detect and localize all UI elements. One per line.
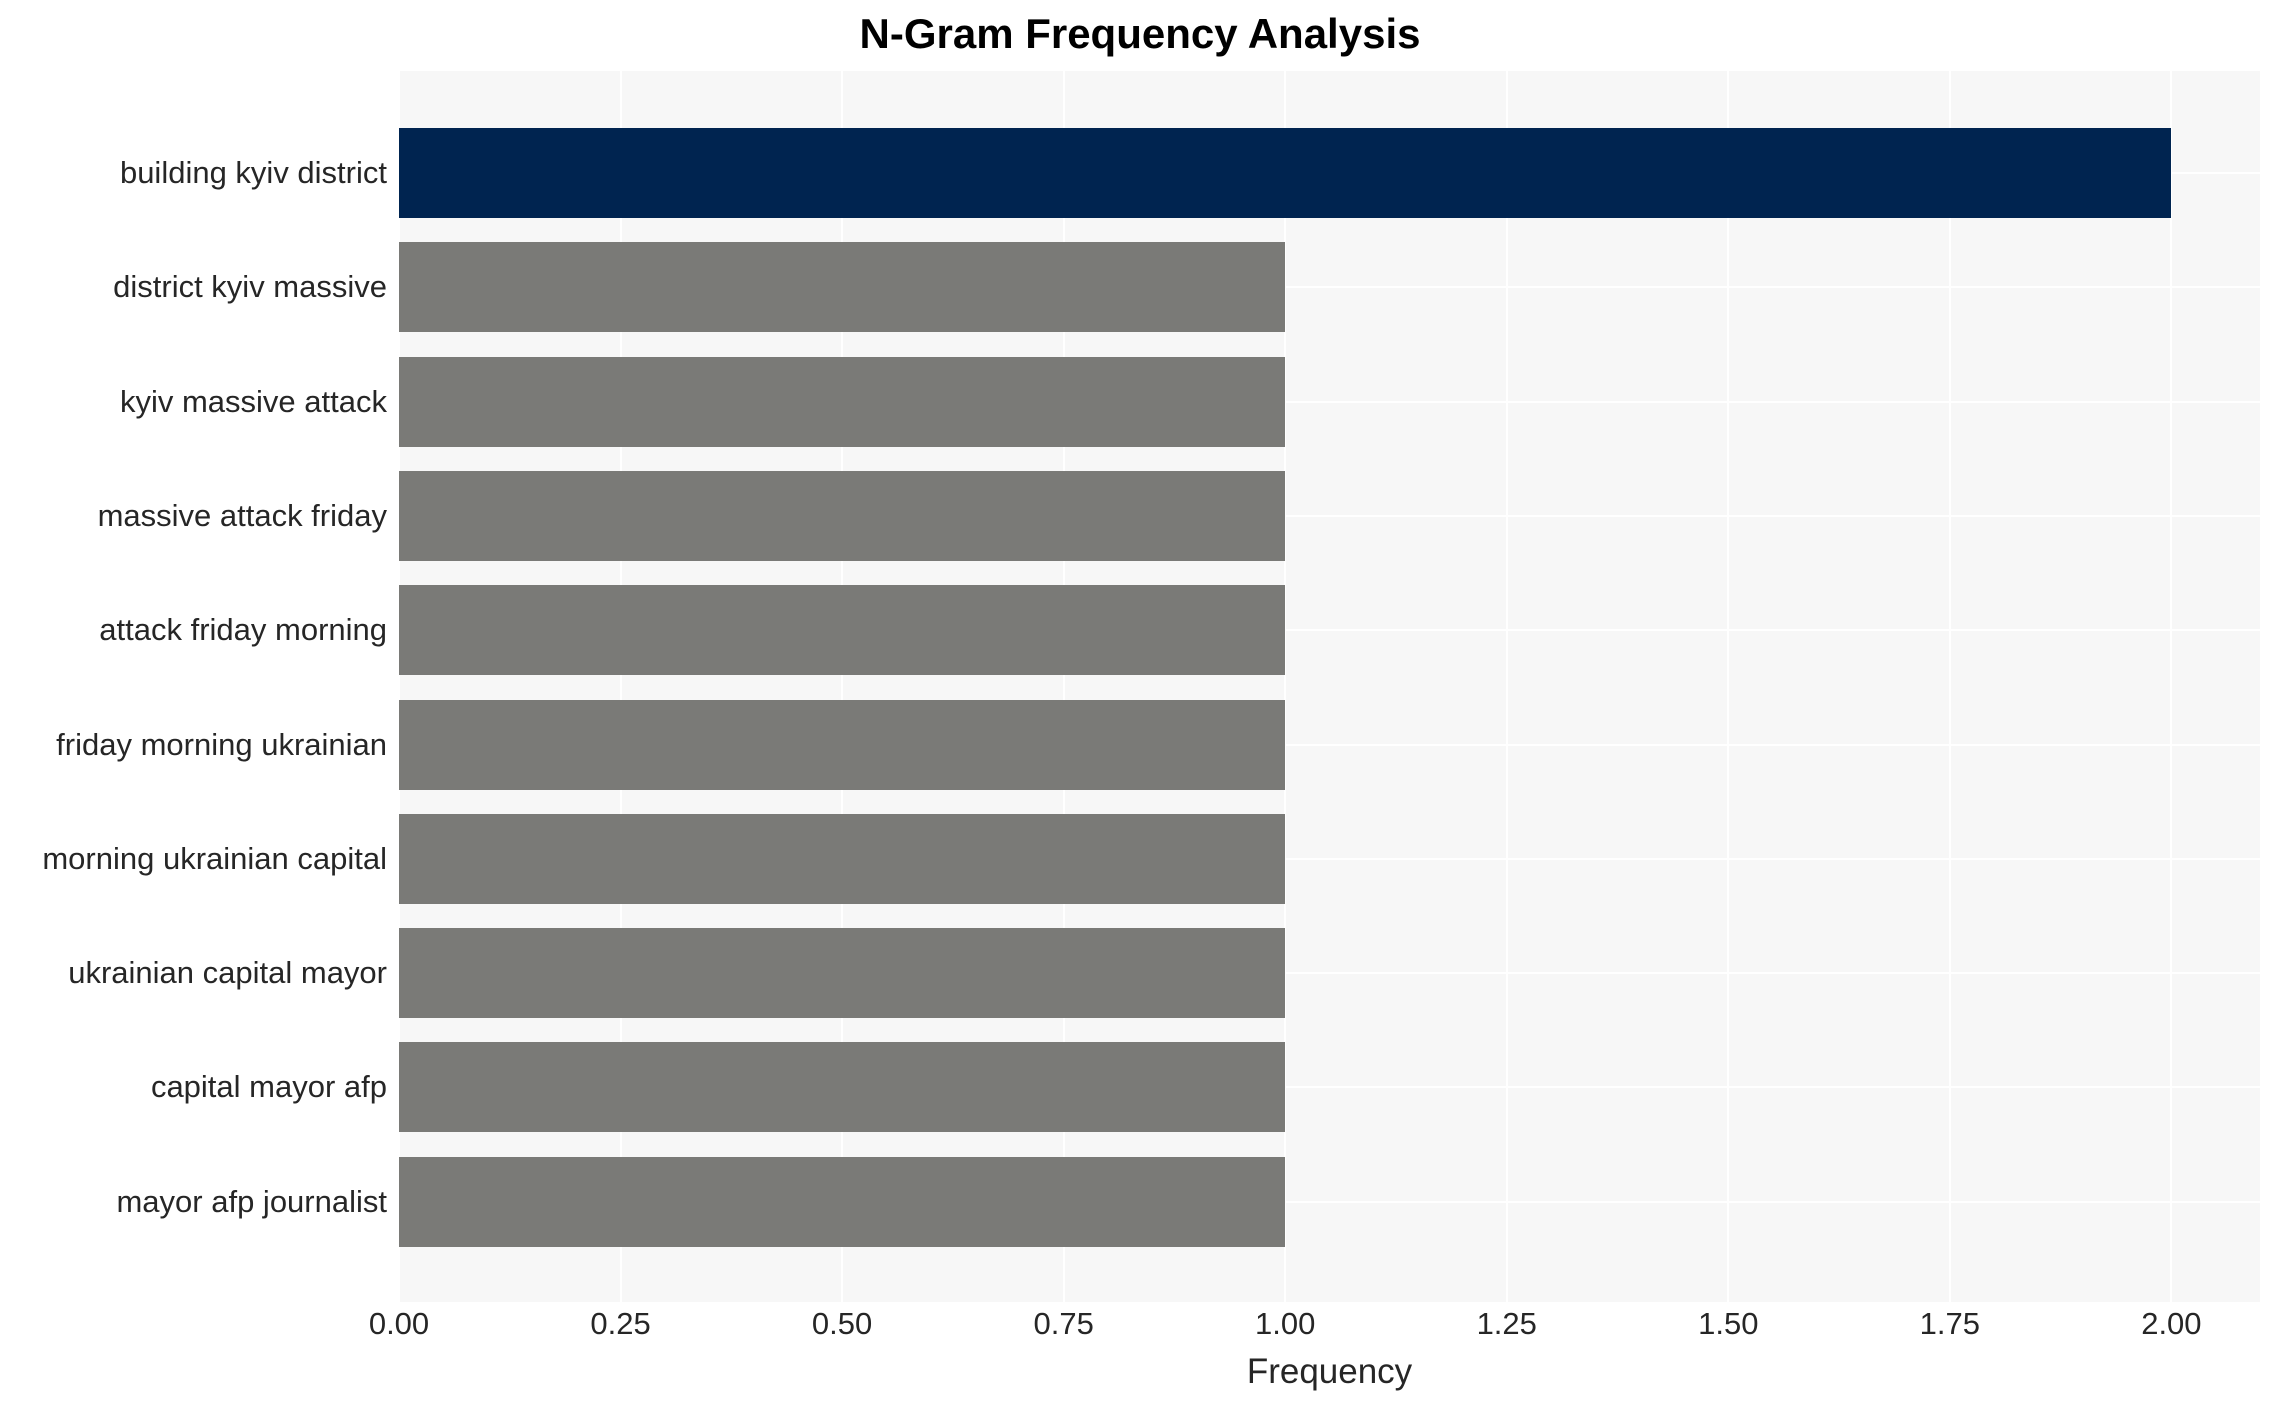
- y-tick-label: building kyiv district: [119, 155, 387, 190]
- x-tick-label: 0.00: [368, 1306, 430, 1341]
- bar-mayor-afp-journalist: [399, 1156, 1286, 1247]
- y-tick-label: attack friday morning: [99, 612, 387, 648]
- chart-title: N-Gram Frequency Analysis: [859, 10, 1421, 57]
- bar-friday-morning-ukrainian: [399, 699, 1286, 790]
- x-tick-label: 1.50: [1698, 1306, 1759, 1341]
- gridline-horizontal: [399, 514, 2260, 517]
- y-tick-label: district kyiv massive: [113, 269, 387, 305]
- gridline-vertical: [619, 71, 622, 1302]
- y-tick-label: massive attack friday: [97, 497, 387, 533]
- gridline-vertical: [1948, 71, 1951, 1302]
- bar-building-kyiv-district: [399, 128, 2172, 218]
- bar-district-kyiv-massive: [399, 242, 1286, 333]
- gridline-vertical: [841, 71, 844, 1302]
- bar-capital-mayor-afp: [399, 1042, 1286, 1133]
- x-tick-label: 1.00: [1255, 1306, 1316, 1341]
- gridline-vertical: [1284, 71, 1287, 1302]
- y-tick-label: morning ukrainian capital: [42, 840, 387, 876]
- gridline-vertical: [398, 71, 400, 1302]
- x-tick-label: 0.25: [590, 1306, 651, 1341]
- gridline-horizontal: [399, 1200, 2260, 1203]
- gridline-vertical: [1727, 71, 1730, 1302]
- bar-attack-friday-morning: [399, 585, 1286, 676]
- bar-massive-attack-friday: [399, 470, 1286, 561]
- bar-morning-ukrainian-capital: [399, 813, 1286, 904]
- gridline-horizontal: [399, 857, 2260, 860]
- gridline-horizontal: [399, 743, 2260, 746]
- y-tick-label: ukrainian capital mayor: [68, 955, 387, 991]
- plot-area: [398, 71, 2260, 1302]
- gridline-horizontal: [399, 629, 2260, 632]
- gridline-horizontal: [399, 286, 2260, 289]
- y-tick-label: capital mayor afp: [150, 1069, 387, 1105]
- x-tick-label: 1.25: [1476, 1306, 1537, 1341]
- x-tick-label: 0.75: [1033, 1306, 1094, 1341]
- gridline-vertical: [2170, 71, 2173, 1302]
- x-tick-label: 0.50: [811, 1306, 873, 1341]
- x-tick-label: 1.75: [1919, 1306, 1980, 1341]
- bar-ukrainian-capital-mayor: [399, 928, 1286, 1019]
- x-axis-title: Frequency: [1246, 1352, 1413, 1391]
- gridline-vertical: [1062, 71, 1065, 1302]
- gridline-vertical: [1505, 71, 1508, 1302]
- y-tick-label: mayor afp journalist: [116, 1183, 387, 1219]
- gridline-horizontal: [399, 972, 2260, 975]
- y-tick-label: friday morning ukrainian: [56, 726, 387, 762]
- gridline-horizontal: [399, 1086, 2260, 1089]
- x-tick-label: 2.00: [2141, 1306, 2202, 1341]
- y-tick-label: kyiv massive attack: [119, 383, 387, 419]
- gridline-horizontal: [399, 400, 2260, 403]
- bar-kyiv-massive-attack: [399, 356, 1286, 447]
